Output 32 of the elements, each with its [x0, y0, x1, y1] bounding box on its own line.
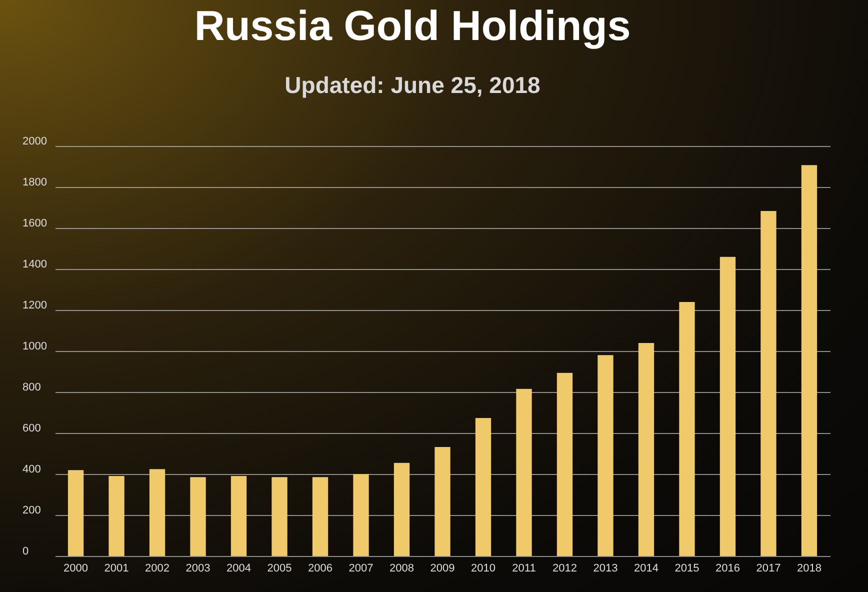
y-tick-label: 1200 — [22, 300, 47, 312]
x-tick-label: 2010 — [471, 562, 496, 574]
y-tick-label: 0 — [22, 546, 29, 558]
x-tick-label: 2005 — [267, 562, 292, 574]
x-tick-label: 2014 — [634, 562, 658, 574]
y-tick-label: 400 — [22, 464, 41, 476]
y-tick-label: 1600 — [22, 218, 47, 230]
y-tick-label: 1000 — [22, 340, 47, 352]
y-tick-label: 1800 — [22, 176, 47, 188]
x-tick-label: 2007 — [348, 562, 374, 574]
x-tick-label: 2003 — [186, 562, 210, 574]
x-tick-label: 2006 — [308, 562, 332, 574]
x-tick-label: 2018 — [796, 562, 822, 574]
x-tick-label: 2004 — [226, 562, 252, 574]
x-tick-label: 2001 — [104, 562, 129, 574]
x-tick-label: 2016 — [715, 562, 740, 574]
y-tick-label: 2000 — [22, 136, 47, 148]
x-tick-label: 2011 — [512, 562, 536, 574]
x-tick-label: 2000 — [64, 562, 88, 574]
x-tick-label: 2002 — [145, 562, 170, 574]
x-tick-label: 2015 — [674, 562, 700, 574]
chart-title: Russia Gold Holdings — [194, 2, 631, 49]
x-tick-label: 2008 — [390, 562, 414, 574]
y-tick-label: 600 — [22, 422, 41, 434]
y-tick-label: 800 — [22, 382, 41, 394]
y-tick-label: 1400 — [22, 258, 47, 270]
x-tick-label: 2012 — [552, 562, 577, 574]
x-tick-label: 2013 — [593, 562, 618, 574]
x-tick-label: 2017 — [756, 562, 781, 574]
chart-subtitle: Updated: June 25, 2018 — [284, 72, 541, 98]
x-tick-label: 2009 — [430, 562, 455, 574]
y-tick-label: 200 — [22, 504, 41, 516]
